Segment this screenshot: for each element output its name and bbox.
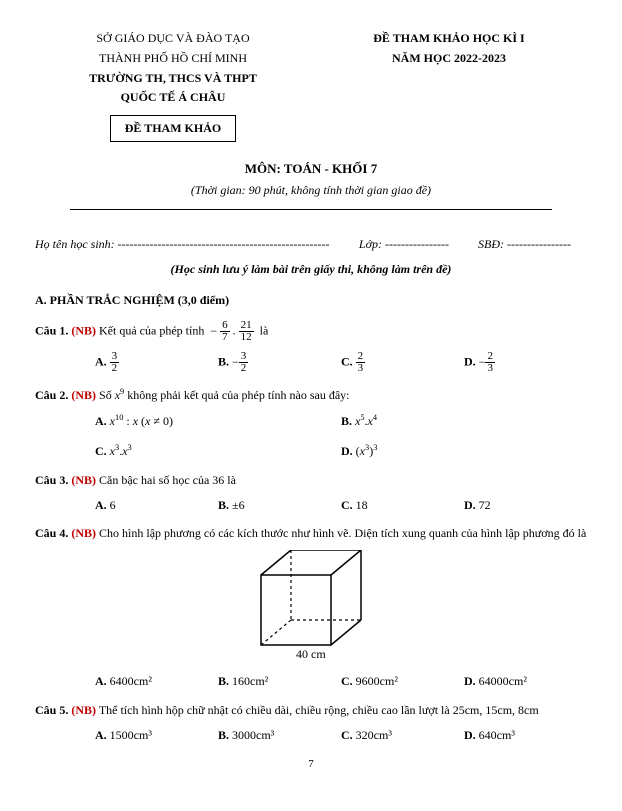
q3-opt-d: D. 72 [464,497,587,514]
q1-opt-c: C. 23 [341,351,464,374]
header-right: ĐỀ THAM KHẢO HỌC KÌ I NĂM HỌC 2022-2023 [311,30,587,142]
q1-text-before: Kết quả của phép tính [99,324,204,338]
q1-tag: (NB) [71,324,96,338]
question-3: Câu 3. (NB) Căn bậc hai số học của 36 là… [35,472,587,514]
subject-line: MÔN: TOÁN - KHỐI 7 [35,160,587,178]
exam-title: ĐỀ THAM KHẢO HỌC KÌ I [311,30,587,47]
q1-frac1: 67 [220,320,230,343]
name-label: Họ tên học sinh: [35,236,115,253]
city-line: THÀNH PHỐ HỒ CHÍ MINH [35,50,311,67]
q3-opt-a: A. 6 [95,497,218,514]
q4-opt-d: D. 64000cm² [464,673,587,690]
q2-tag: (NB) [71,388,96,402]
class-dashes: ---------------- [385,236,475,253]
q3-text: Căn bậc hai số học của 36 là [99,473,236,487]
page-number: 7 [35,757,587,772]
school-line-2: QUỐC TẾ Á CHÂU [35,89,311,106]
q1-text-after: là [260,324,269,338]
q2-opt-d: D. (x3)3 [341,442,587,460]
sbd-label: SBĐ: [478,236,504,253]
q2-text2: không phải kết quả của phép tính nào sau… [127,388,349,402]
q1-frac2: 2112 [239,320,254,343]
q1-opt-b: B. −32 [218,351,341,374]
q3-options: A. 6 B. ±6 C. 18 D. 72 [35,497,587,514]
q2-opt-a: A. x10 : x (x ≠ 0) [95,412,341,430]
q2-row2: C. x3.x3 D. (x3)3 [35,442,587,460]
q5-opt-d: D. 640cm³ [464,727,587,744]
cube-svg: 40 cm [241,550,381,660]
q5-opt-a: A. 1500cm³ [95,727,218,744]
q1-options: A. 32 B. −32 C. 23 D. −23 [35,351,587,374]
class-label: Lớp: [359,236,382,253]
cube-figure: 40 cm [35,550,587,665]
name-dashes: ----------------------------------------… [118,236,356,253]
q3-label: Câu 3. [35,473,68,487]
q1-dot: . [233,324,236,338]
q5-tag: (NB) [71,703,96,717]
q1-expr-minus: − [207,324,217,338]
q5-label: Câu 5. [35,703,68,717]
cube-label-text: 40 cm [296,647,326,660]
q3-opt-c: C. 18 [341,497,464,514]
question-4: Câu 4. (NB) Cho hình lập phương có các k… [35,525,587,689]
q5-text: Thể tích hình hộp chữ nhật có chiều dài,… [99,703,539,717]
section-a-title: A. PHẦN TRẮC NGHIỆM (3,0 điểm) [35,292,587,309]
q2-opt-c: C. x3.x3 [95,442,341,460]
q2-text1: Số [99,388,115,402]
q1-opt-a: A. 32 [95,351,218,374]
student-info-line: Họ tên học sinh: -----------------------… [35,236,587,253]
q2-label: Câu 2. [35,388,68,402]
school-line-1: TRƯỜNG TH, THCS VÀ THPT [35,70,311,87]
divider [70,209,552,210]
q4-text: Cho hình lập phương có các kích thước nh… [99,526,586,540]
sbd-dashes: ---------------- [507,236,587,253]
q2-row1: A. x10 : x (x ≠ 0) B. x5.x4 [35,412,587,430]
header-left: SỞ GIÁO DỤC VÀ ĐÀO TẠO THÀNH PHỐ HỒ CHÍ … [35,30,311,142]
time-line: (Thời gian: 90 phút, không tính thời gia… [35,182,587,199]
q5-opt-c: C. 320cm³ [341,727,464,744]
q1-opt-d: D. −23 [464,351,587,374]
dept-line: SỞ GIÁO DỤC VÀ ĐÀO TẠO [35,30,311,47]
q4-opt-a: A. 6400cm² [95,673,218,690]
question-5: Câu 5. (NB) Thể tích hình hộp chữ nhật c… [35,702,587,744]
q5-options: A. 1500cm³ B. 3000cm³ C. 320cm³ D. 640cm… [35,727,587,744]
q4-label: Câu 4. [35,526,68,540]
q2-opt-b: B. x5.x4 [341,412,587,430]
q4-tag: (NB) [71,526,96,540]
q3-tag: (NB) [71,473,96,487]
question-1: Câu 1. (NB) Kết quả của phép tính − 67 .… [35,320,587,374]
q5-opt-b: B. 3000cm³ [218,727,341,744]
q4-opt-c: C. 9600cm² [341,673,464,690]
instruction-note: (Học sinh lưu ý làm bài trên giấy thi, k… [35,261,587,278]
q1-label: Câu 1. [35,324,68,338]
exam-type-box: ĐỀ THAM KHẢO [110,115,236,142]
question-2: Câu 2. (NB) Số x9 không phải kết quả của… [35,386,587,459]
school-year: NĂM HỌC 2022-2023 [311,50,587,67]
q4-opt-b: B. 160cm² [218,673,341,690]
q3-opt-b: B. ±6 [218,497,341,514]
q4-options: A. 6400cm² B. 160cm² C. 9600cm² D. 64000… [35,673,587,690]
page-header: SỞ GIÁO DỤC VÀ ĐÀO TẠO THÀNH PHỐ HỒ CHÍ … [35,30,587,142]
